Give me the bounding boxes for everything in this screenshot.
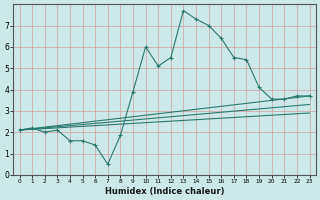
X-axis label: Humidex (Indice chaleur): Humidex (Indice chaleur) [105, 187, 224, 196]
